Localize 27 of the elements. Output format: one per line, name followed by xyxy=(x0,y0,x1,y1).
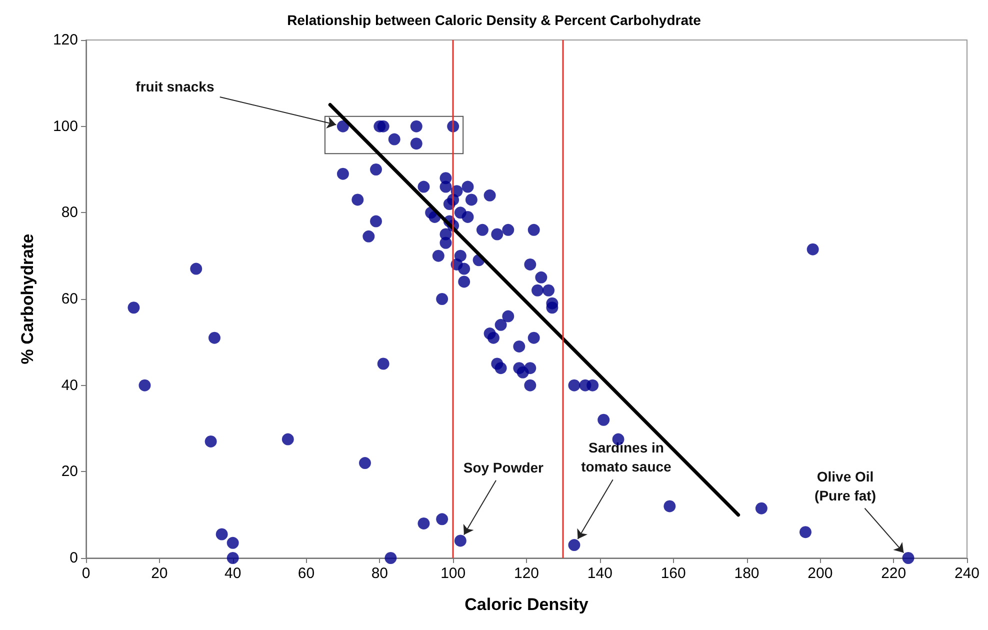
x-tick-label: 80 xyxy=(371,565,388,582)
x-tick-label: 60 xyxy=(298,565,315,582)
x-tick-label: 140 xyxy=(587,565,612,582)
annotation: fruit snacks xyxy=(136,78,214,94)
x-tick-label: 20 xyxy=(151,565,168,582)
x-tick-label: 40 xyxy=(224,565,242,582)
x-tick-label: 100 xyxy=(440,565,466,582)
annotation: Sardines in tomato sauce xyxy=(581,440,672,475)
y-tick-label: 20 xyxy=(61,463,78,480)
annotation: Olive Oil (Pure fat) xyxy=(814,468,876,504)
x-tick-label: 220 xyxy=(881,565,906,582)
y-tick-label: 0 xyxy=(70,550,78,566)
x-axis-title: Caloric Density xyxy=(464,595,589,614)
x-tick-label: 160 xyxy=(660,565,686,582)
chart-title: Relationship between Caloric Density & Percent Carbohydrate xyxy=(287,12,702,28)
x-tick-label: 180 xyxy=(734,565,760,582)
y-axis-title: % Carbohydrate xyxy=(18,234,37,364)
x-tick-label: 0 xyxy=(82,565,90,582)
y-tick-label: 40 xyxy=(61,376,78,394)
annotation: Soy Powder xyxy=(463,460,544,476)
x-tick-label: 120 xyxy=(514,565,540,582)
y-tick-label: 100 xyxy=(52,118,78,135)
x-tick-label: 240 xyxy=(954,565,980,582)
x-tick-label: 200 xyxy=(808,565,833,582)
y-tick-label: 80 xyxy=(61,204,78,222)
y-tick-label: 60 xyxy=(61,290,78,308)
y-tick-label: 120 xyxy=(52,32,78,48)
